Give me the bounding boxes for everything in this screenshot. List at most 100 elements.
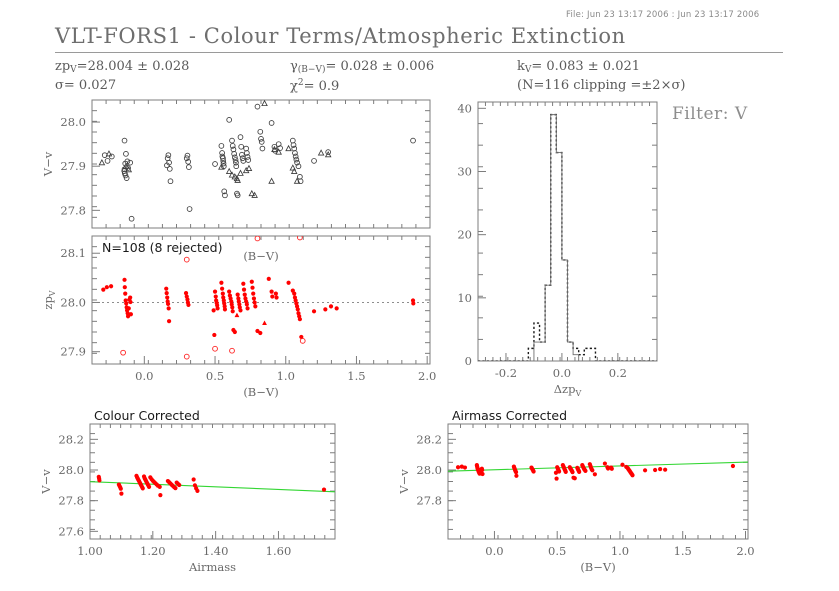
data-point: [128, 299, 133, 305]
x-axis-title: (B−V): [243, 385, 278, 399]
y-tick-label: 28.0: [58, 463, 84, 477]
data-point: [531, 469, 536, 474]
data-point: [257, 128, 264, 135]
y-tick-label: 20: [457, 228, 472, 242]
x-tick-label: 1.60: [266, 544, 292, 558]
param-sigma-line: σ= 0.027: [55, 78, 117, 94]
data-point: [230, 309, 235, 314]
plot-frame: [91, 99, 431, 229]
chart-panel-vminusv-colour: 28.0 27.9 27.8 (B−V) V−v: [41, 99, 431, 263]
data-point: [266, 276, 271, 281]
data-point: [293, 156, 300, 163]
data-point: [455, 465, 461, 470]
data-point-rejected: [254, 236, 261, 242]
plot-frame: [89, 423, 336, 540]
y-tick-label: 27.9: [60, 159, 86, 173]
data-point: [271, 143, 278, 150]
y-axis-title: V−v: [39, 469, 53, 495]
y-tick-label: 28.0: [60, 115, 86, 129]
data-point: [410, 137, 416, 144]
data-point: [325, 149, 332, 155]
chart-panel-zp: 28.1 28.0 27.9 0.0 0.5 1.0 1.5 2.0 (B−V) zpV N=108…: [41, 235, 436, 399]
data-point: [218, 143, 225, 149]
fit-line: [448, 461, 748, 472]
data-point: [590, 468, 595, 473]
data-point: [252, 300, 257, 305]
chart-panel-airmass-corrected: 28.2 28.0 27.8 0.0 0.5 1.0 1.5 2.0 (B−V) V−v Airma…: [397, 408, 755, 574]
data-point: [123, 175, 130, 181]
param-zp-subscript: V: [70, 65, 77, 75]
y-axis-title: zpV: [41, 290, 57, 309]
data-point: [212, 332, 217, 338]
data-point: [294, 159, 300, 166]
data-point: [177, 482, 182, 488]
data-point: [277, 145, 283, 151]
x-axis-title: (B−V): [580, 560, 615, 574]
param-gamma-value: = 0.028 ± 0.006: [325, 59, 435, 74]
data-point: [166, 159, 172, 166]
data-point: [104, 285, 109, 290]
data-point: [311, 309, 317, 314]
data-point: [128, 295, 133, 300]
data-point: [213, 294, 218, 299]
data-point: [275, 148, 282, 155]
x-tick-label: 0.5: [548, 544, 566, 558]
data-point: [219, 280, 224, 285]
data-point: [245, 164, 253, 171]
data-point: [128, 312, 133, 317]
data-point: [286, 280, 291, 285]
data-point: [620, 462, 625, 467]
data-point: [292, 291, 297, 296]
param-chi-line: χ2= 0.9: [290, 77, 434, 97]
data-point: [222, 192, 228, 199]
data-point: [166, 306, 171, 311]
data-point: [258, 139, 265, 145]
y-tick-label: 10: [457, 291, 472, 305]
data-point: [259, 145, 266, 152]
data-point: [513, 470, 519, 475]
data-point: [324, 151, 332, 158]
x-tick-label: 1.5: [347, 369, 365, 383]
file-timestamp: File: Jun 23 13:17 2006 : Jun 23 13:17 2…: [566, 10, 760, 20]
param-clipping-line: (N=116 clipping =±2×σ): [517, 78, 686, 94]
data-point: [241, 281, 246, 286]
data-point: [121, 137, 128, 144]
y-axis-title-sub: V: [48, 290, 57, 297]
x-axis-title: ΔzpV: [554, 382, 582, 398]
x-tick-label: 1.40: [203, 544, 229, 558]
data-point: [311, 158, 317, 164]
data-point: [297, 317, 302, 322]
data-point-rejected: [183, 353, 190, 360]
data-point: [186, 302, 191, 308]
data-point: [230, 305, 235, 310]
param-column-zeropoint: zpV=28.004 ± 0.028 σ= 0.027: [55, 58, 189, 96]
data-point: [237, 169, 244, 176]
data-point: [232, 154, 238, 161]
x-tick-label: 0.0: [485, 544, 503, 558]
data-point: [98, 158, 106, 166]
data-point-rejected: [212, 345, 218, 352]
data-point-rejected: [120, 349, 126, 356]
x-tick-label: 0.0: [553, 366, 571, 380]
data-point: [630, 473, 635, 478]
data-point: [235, 292, 240, 297]
data-point: [157, 484, 162, 489]
data-point: [293, 177, 301, 184]
param-gamma-subscript: (B−V): [297, 65, 326, 75]
page-title: VLT-FORS1 - Colour Terms/Atmospheric Ext…: [55, 24, 626, 48]
data-point: [195, 488, 200, 493]
x-tick-label: 0.2: [609, 366, 627, 380]
data-point: [239, 151, 245, 158]
data-point: [165, 301, 171, 307]
data-point: [124, 158, 131, 165]
data-point: [258, 330, 263, 336]
y-tick-label: 27.8: [58, 494, 84, 508]
data-point: [289, 164, 297, 171]
y-axis-title: V−v: [41, 151, 55, 177]
data-point: [290, 167, 298, 175]
data-point: [108, 153, 115, 160]
param-column-colourterm: γ(B−V)= 0.028 ± 0.006 χ2= 0.9: [290, 58, 434, 97]
panel-title: Airmass Corrected: [452, 408, 567, 423]
param-zp-value: =28.004 ± 0.028: [76, 59, 190, 74]
